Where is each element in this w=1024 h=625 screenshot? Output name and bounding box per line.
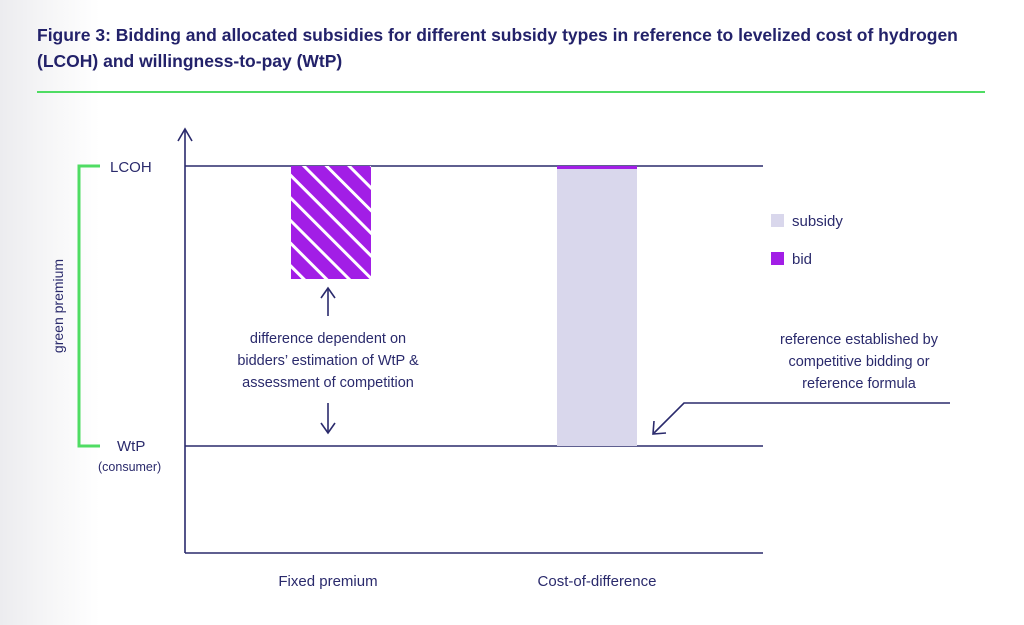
- wtp-sublabel: (consumer): [98, 460, 161, 474]
- legend-bid-swatch: [771, 252, 784, 265]
- legend-subsidy-swatch: [771, 214, 784, 227]
- green-premium-label: green premium: [50, 259, 66, 353]
- fixed-premium-bid-bar: [291, 166, 371, 279]
- reference-note-line-3: reference formula: [802, 376, 917, 392]
- reference-pointer-line: [653, 402, 950, 434]
- fixed-premium-note-line-2: bidders’ estimation of WtP &: [237, 353, 419, 369]
- down-arrow-icon: [320, 422, 336, 435]
- cost-of-difference-bid-sliver: [557, 166, 637, 169]
- reference-note-line-1: reference established by: [780, 332, 939, 348]
- lcoh-label: LCOH: [110, 159, 152, 176]
- y-axis-arrowhead: [177, 127, 193, 142]
- reference-pointer-arrowhead: [652, 420, 667, 435]
- legend-subsidy-label: subsidy: [792, 213, 843, 230]
- green-premium-bracket: [77, 164, 100, 448]
- legend-bid-label: bid: [792, 251, 812, 268]
- cost-of-difference-subsidy-bar: [557, 166, 637, 446]
- fixed-premium-note-line-3: assessment of competition: [242, 375, 414, 391]
- title-divider: [37, 91, 985, 93]
- category-fixed-premium: Fixed premium: [278, 573, 377, 590]
- figure-title: Figure 3: Bidding and allocated subsidie…: [37, 25, 958, 71]
- category-cost-of-difference: Cost-of-difference: [538, 573, 657, 590]
- wtp-label: WtP: [117, 438, 145, 455]
- fixed-premium-note-line-1: difference dependent on: [250, 331, 406, 347]
- left-shade-background: [0, 0, 100, 625]
- up-arrow-icon: [320, 286, 336, 299]
- reference-note-line-2: competitive bidding or: [788, 354, 929, 370]
